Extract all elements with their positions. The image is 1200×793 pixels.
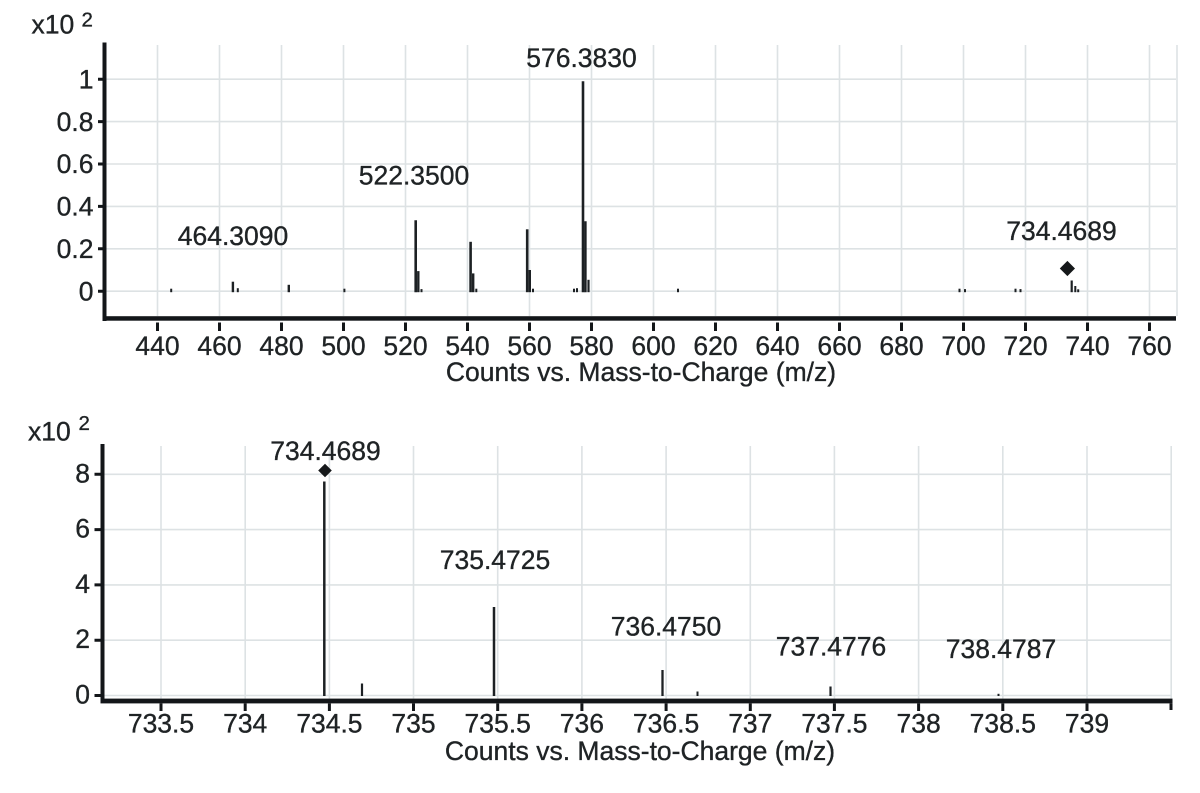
svg-text:760: 760 bbox=[1127, 331, 1171, 361]
svg-text:738: 738 bbox=[896, 709, 940, 739]
svg-text:2: 2 bbox=[75, 624, 90, 654]
svg-text:580: 580 bbox=[569, 331, 613, 361]
svg-text:737: 737 bbox=[728, 709, 772, 739]
svg-text:660: 660 bbox=[817, 331, 861, 361]
svg-text:736.4750: 736.4750 bbox=[611, 612, 722, 642]
svg-text:0.4: 0.4 bbox=[57, 192, 94, 222]
svg-text:739: 739 bbox=[1065, 709, 1109, 739]
svg-text:2: 2 bbox=[82, 9, 93, 32]
svg-text:640: 640 bbox=[755, 331, 799, 361]
svg-text:Counts vs. Mass-to-Charge (m/z: Counts vs. Mass-to-Charge (m/z) bbox=[445, 736, 835, 766]
svg-text:735: 735 bbox=[391, 709, 435, 739]
svg-text:440: 440 bbox=[135, 331, 179, 361]
svg-text:x10: x10 bbox=[32, 10, 75, 40]
svg-text:2: 2 bbox=[79, 412, 90, 435]
svg-text:736: 736 bbox=[560, 709, 604, 739]
svg-text:733.5: 733.5 bbox=[128, 709, 194, 739]
svg-text:738.5: 738.5 bbox=[970, 709, 1036, 739]
svg-text:736.5: 736.5 bbox=[633, 709, 699, 739]
svg-text:464.3090: 464.3090 bbox=[178, 221, 289, 251]
svg-text:480: 480 bbox=[259, 331, 303, 361]
svg-text:600: 600 bbox=[631, 331, 675, 361]
svg-text:0.8: 0.8 bbox=[57, 107, 94, 137]
svg-text:735.4725: 735.4725 bbox=[440, 545, 551, 575]
svg-text:620: 620 bbox=[693, 331, 737, 361]
svg-text:560: 560 bbox=[507, 331, 551, 361]
svg-text:0.2: 0.2 bbox=[57, 234, 94, 264]
svg-text:0.6: 0.6 bbox=[57, 149, 94, 179]
svg-text:737.4776: 737.4776 bbox=[776, 632, 887, 662]
svg-text:680: 680 bbox=[879, 331, 923, 361]
svg-text:737.5: 737.5 bbox=[801, 709, 867, 739]
svg-text:x10: x10 bbox=[28, 417, 71, 447]
svg-text:4: 4 bbox=[75, 569, 90, 599]
svg-text:734.5: 734.5 bbox=[296, 709, 362, 739]
svg-text:700: 700 bbox=[941, 331, 985, 361]
svg-text:522.3500: 522.3500 bbox=[359, 161, 470, 191]
svg-text:734.4689: 734.4689 bbox=[270, 436, 381, 466]
svg-text:738.4787: 738.4787 bbox=[946, 634, 1057, 664]
svg-text:735.5: 735.5 bbox=[465, 709, 531, 739]
svg-text:734.4689: 734.4689 bbox=[1006, 216, 1117, 246]
svg-text:734: 734 bbox=[223, 709, 267, 739]
svg-text:0: 0 bbox=[79, 276, 94, 306]
svg-text:Counts vs. Mass-to-Charge (m/z: Counts vs. Mass-to-Charge (m/z) bbox=[446, 357, 836, 387]
svg-text:6: 6 bbox=[75, 514, 90, 544]
svg-text:740: 740 bbox=[1065, 331, 1109, 361]
svg-text:576.3830: 576.3830 bbox=[526, 43, 637, 73]
svg-text:8: 8 bbox=[75, 458, 90, 488]
svg-text:500: 500 bbox=[321, 331, 365, 361]
svg-text:0: 0 bbox=[75, 680, 90, 710]
svg-text:460: 460 bbox=[197, 331, 241, 361]
svg-text:1: 1 bbox=[79, 64, 94, 94]
svg-text:720: 720 bbox=[1003, 331, 1047, 361]
svg-text:520: 520 bbox=[383, 331, 427, 361]
svg-text:540: 540 bbox=[445, 331, 489, 361]
